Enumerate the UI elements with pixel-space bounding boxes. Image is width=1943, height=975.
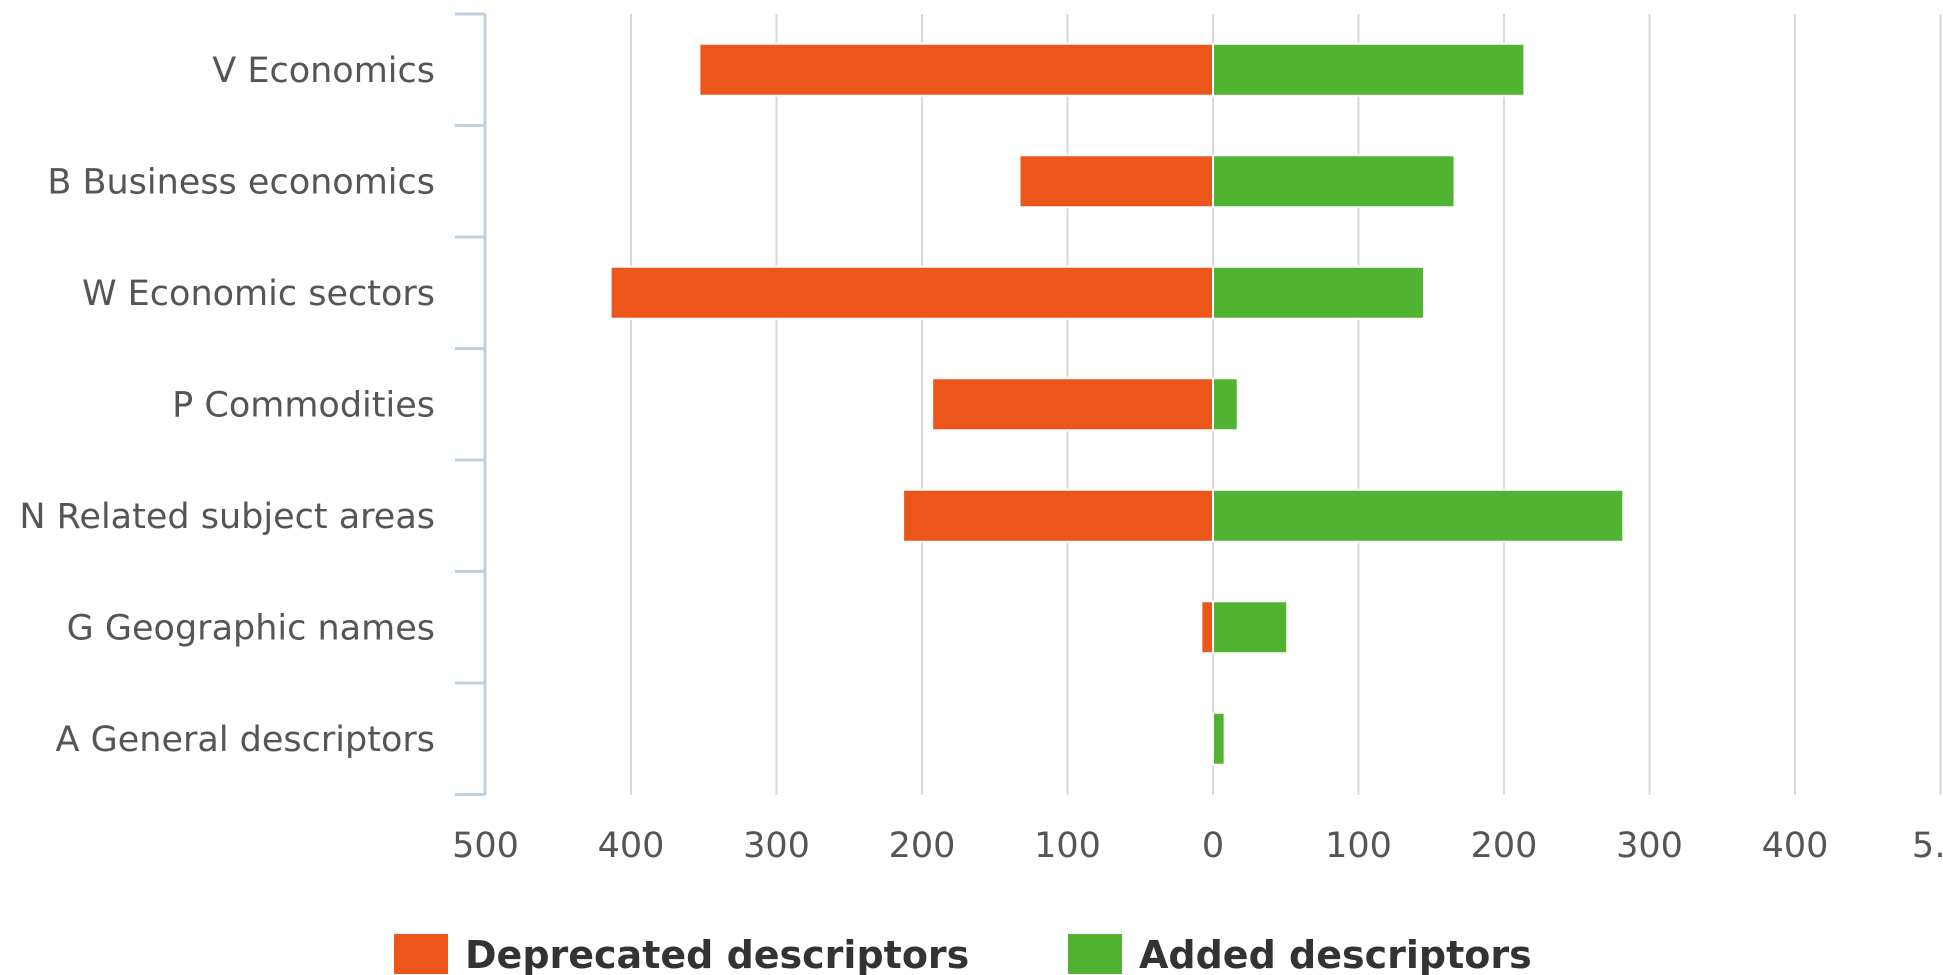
category-label: B Business economics — [47, 162, 435, 202]
added-bar — [1212, 265, 1425, 320]
legend-item[interactable]: Deprecated descriptors — [394, 933, 969, 975]
added-bar — [1212, 711, 1226, 766]
x-tick-label: 200 — [889, 826, 956, 866]
bars — [609, 42, 1625, 766]
x-tick-label: 200 — [1471, 826, 1538, 866]
deprecated-bar — [1018, 154, 1214, 209]
x-tick-label: 400 — [1762, 826, 1829, 866]
legend-swatch — [1068, 934, 1122, 974]
category-label: G Geographic names — [67, 608, 435, 648]
added-bar — [1212, 377, 1239, 432]
added-bar — [1212, 42, 1526, 97]
x-tick-labels: 500 400 300 200 100 0 100 200 300 400 5… — [452, 826, 1943, 866]
added-bar — [1212, 488, 1625, 543]
category-label: A General descriptors — [56, 720, 435, 760]
x-tick-label: 100 — [1325, 826, 1392, 866]
deprecated-bar — [1200, 600, 1214, 655]
legend[interactable]: Deprecated descriptors Added descriptors — [394, 933, 1532, 975]
deprecated-bar — [931, 377, 1214, 432]
added-bar — [1212, 600, 1289, 655]
x-tick-label: 300 — [1616, 826, 1683, 866]
gridlines — [630, 14, 1942, 795]
x-tick-label: 400 — [598, 826, 665, 866]
x-tick-label: 300 — [743, 826, 810, 866]
x-tick-label: 5… — [1912, 826, 1943, 866]
legend-swatch — [394, 934, 448, 974]
legend-label: Added descriptors — [1139, 933, 1532, 975]
category-label: N Related subject areas — [19, 497, 435, 537]
category-label: P Commodities — [172, 385, 435, 425]
deprecated-bar — [902, 488, 1215, 543]
x-tick-label: 0 — [1202, 826, 1224, 866]
category-label: W Economic sectors — [82, 274, 435, 314]
x-tick-label: 500 — [452, 826, 519, 866]
x-tick-label: 100 — [1034, 826, 1101, 866]
deprecated-bar — [609, 265, 1214, 320]
deprecated-bar — [698, 42, 1214, 97]
category-label: V Economics — [212, 51, 435, 91]
legend-label: Deprecated descriptors — [465, 933, 969, 975]
category-labels: V Economics B Business economics W Economi… — [19, 51, 435, 760]
category-axis — [455, 12, 487, 796]
legend-item[interactable]: Added descriptors — [1068, 933, 1532, 975]
added-bar — [1212, 154, 1456, 209]
